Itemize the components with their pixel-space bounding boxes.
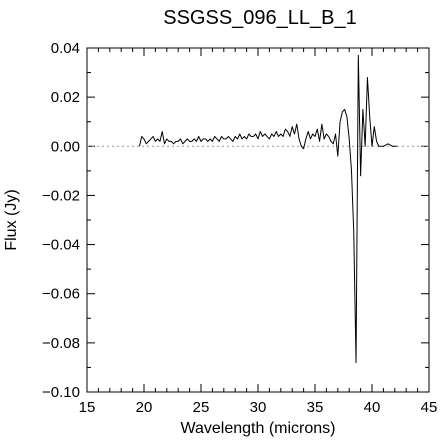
x-axis: 15 20 25 30 35 40 45 xyxy=(79,48,438,416)
y-tick-label: 0.04 xyxy=(51,40,80,57)
y-tick-label: −0.08 xyxy=(42,335,80,352)
x-tick-label: 45 xyxy=(421,399,438,416)
y-tick-label: −0.02 xyxy=(42,187,80,204)
x-tick-label: 20 xyxy=(136,399,153,416)
y-axis: −0.10 −0.08 −0.06 −0.04 −0.02 0.00 0.02 0.04 xyxy=(42,40,429,401)
series-line xyxy=(138,54,398,364)
x-tick-label: 15 xyxy=(79,399,96,416)
x-tick-label: 40 xyxy=(364,399,381,416)
y-tick-label: −0.06 xyxy=(42,286,80,303)
x-axis-label: Wavelength (microns) xyxy=(180,420,335,437)
chart-title: SSGSS_096_LL_B_1 xyxy=(163,7,357,29)
plot-frame xyxy=(86,47,430,393)
y-tick-label: 0.00 xyxy=(51,138,80,155)
x-tick-label: 35 xyxy=(307,399,324,416)
x-tick-label: 30 xyxy=(250,399,267,416)
y-tick-label: −0.04 xyxy=(42,237,80,254)
y-tick-label: −0.10 xyxy=(42,384,80,401)
x-tick-label: 25 xyxy=(193,399,210,416)
y-axis-label: Flux (Jy) xyxy=(3,189,20,250)
y-tick-label: 0.02 xyxy=(51,89,80,106)
